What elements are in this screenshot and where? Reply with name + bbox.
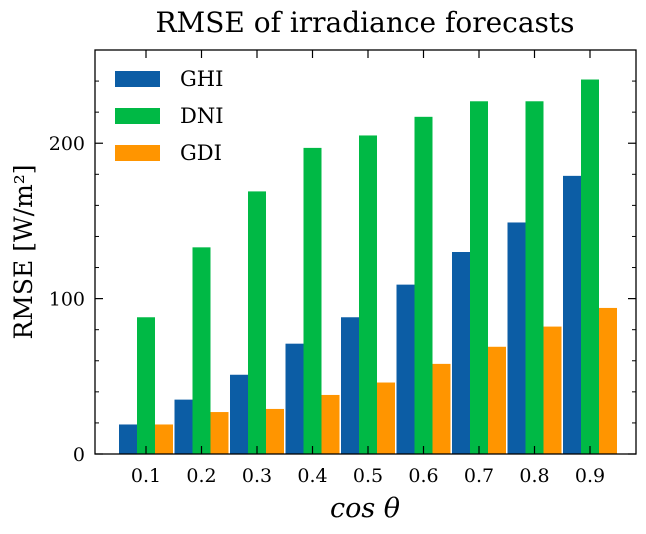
bar-dni-0.1 <box>137 317 155 454</box>
x-tick-label: 0.3 <box>242 465 272 487</box>
legend: GHI DNI GDI <box>115 67 224 165</box>
legend-swatch-dni <box>115 108 160 124</box>
bar-ghi-0.4 <box>285 343 304 454</box>
x-tick-label: 0.1 <box>131 465 161 487</box>
bar-dni-0.5 <box>359 135 377 454</box>
chart-title: RMSE of irradiance forecasts <box>155 6 574 39</box>
bar-dni-0.3 <box>248 191 266 454</box>
legend-swatch-ghi <box>115 71 160 87</box>
bar-gdi-0.3 <box>266 408 284 454</box>
legend-label-ghi: GHI <box>180 67 223 91</box>
ticks-group: 0.1 0.2 0.3 0.4 0.5 0.6 0.7 0.8 0.9 0 100 200 <box>49 50 636 487</box>
bar-ghi-0.7 <box>452 252 470 454</box>
bar-dni-0.6 <box>414 116 433 454</box>
y-tick-label: 100 <box>49 289 85 311</box>
x-tick-label: 0.4 <box>297 465 327 487</box>
y-axis-label: RMSE [W/m²] <box>9 164 38 339</box>
x-axis-label: cos θ <box>330 493 400 524</box>
bar-gdi-0.2 <box>210 412 229 454</box>
bar-gdi-0.5 <box>377 382 395 454</box>
y-tick-label: 0 <box>73 444 85 466</box>
bar-ghi-0.9 <box>563 175 581 455</box>
bar-ghi-0.6 <box>396 284 415 454</box>
x-tick-label: 0.9 <box>575 465 605 487</box>
x-tick-label: 0.7 <box>464 465 494 487</box>
x-tick-label: 0.2 <box>186 465 216 487</box>
bar-ghi-0.1 <box>119 424 137 454</box>
bar-ghi-0.3 <box>230 374 248 454</box>
bar-dni-0.2 <box>192 247 211 454</box>
bar-dni-0.7 <box>470 101 488 454</box>
bar-gdi-0.4 <box>321 394 340 454</box>
bar-gdi-0.9 <box>599 307 617 454</box>
x-tick-label: 0.8 <box>519 465 549 487</box>
bar-gdi-0.1 <box>155 424 173 454</box>
bar-ghi-0.8 <box>507 222 526 454</box>
bar-ghi-0.2 <box>174 399 193 454</box>
bar-gdi-0.8 <box>543 326 562 454</box>
legend-swatch-gdi <box>115 145 160 161</box>
y-tick-label: 200 <box>49 133 85 155</box>
bar-gdi-0.6 <box>432 363 451 454</box>
x-tick-label: 0.5 <box>353 465 383 487</box>
legend-label-dni: DNI <box>180 104 224 128</box>
bar-dni-0.8 <box>525 101 544 454</box>
bar-dni-0.4 <box>303 147 322 454</box>
plot-frame <box>94 49 637 455</box>
bars-group <box>119 79 617 455</box>
bar-gdi-0.7 <box>488 346 506 454</box>
bar-ghi-0.5 <box>341 317 359 454</box>
legend-label-gdi: GDI <box>180 141 222 165</box>
bar-dni-0.9 <box>581 79 599 455</box>
x-tick-label: 0.6 <box>408 465 438 487</box>
